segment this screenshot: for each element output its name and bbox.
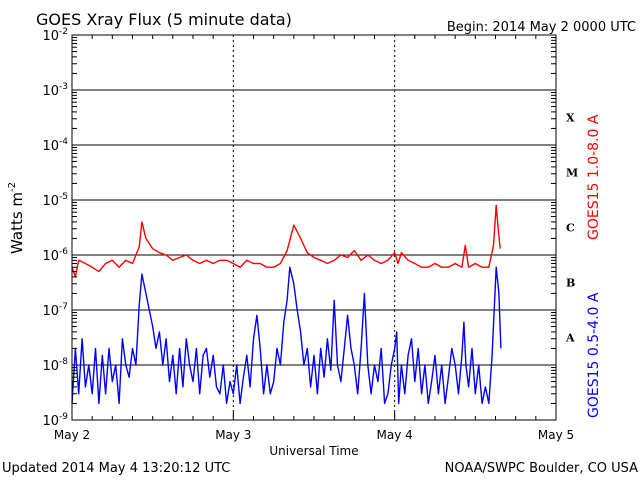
svg-text:Watts m-2: Watts m-2	[7, 182, 26, 254]
y-tick-label: 10-8	[42, 357, 68, 374]
series-label-long: GOES15 1.0-8.0 A	[586, 114, 602, 240]
flare-class-label: B	[566, 277, 575, 290]
y-tick-label: 10-7	[42, 302, 68, 319]
y-tick-label: 10-5	[42, 192, 68, 209]
axis-ticks	[71, 35, 557, 420]
x-tick-label: May 4	[377, 428, 413, 442]
chart-title: GOES Xray Flux (5 minute data)	[36, 10, 292, 29]
flare-class-label: X	[566, 112, 575, 125]
x-axis-label: Universal Time	[269, 444, 358, 458]
y-tick-label: 10-6	[42, 247, 68, 264]
flare-class-label: C	[566, 222, 575, 235]
y-axis-label: Watts m-2	[7, 182, 26, 254]
x-tick-label: May 3	[215, 428, 251, 442]
series-label-short: GOES15 0.5-4.0 A	[586, 292, 602, 418]
grid-layer	[72, 34, 556, 421]
x-tick-label: May 5	[538, 428, 574, 442]
begin-label: Begin: 2014 May 2 0000 UTC	[447, 20, 636, 35]
y-axis-label-text: Watts m	[8, 192, 26, 254]
series-long-line	[71, 204, 501, 278]
y-tick-label: 10-3	[42, 82, 68, 99]
series-short-line	[71, 266, 502, 405]
footer-source: NOAA/SWPC Boulder, CO USA	[445, 461, 638, 476]
y-tick-label: 10-9	[42, 412, 68, 429]
y-tick-label: 10-2	[42, 27, 68, 44]
flare-class-label: M	[566, 167, 578, 180]
flare-class-label: A	[565, 332, 575, 345]
footer-updated: Updated 2014 May 4 13:20:12 UTC	[2, 461, 230, 476]
y-axis-label-exponent: -2	[7, 182, 18, 192]
y-tick-label: 10-4	[42, 137, 68, 154]
series-layer	[71, 204, 502, 405]
x-tick-label: May 2	[54, 428, 90, 442]
